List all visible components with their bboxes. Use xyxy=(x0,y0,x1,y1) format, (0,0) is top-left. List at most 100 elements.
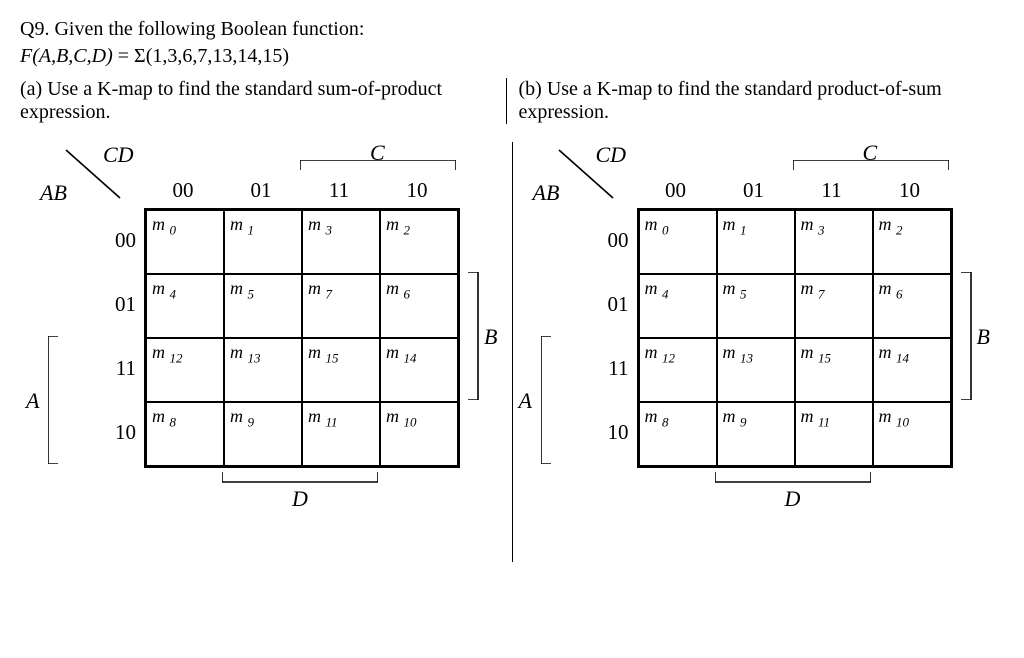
function-args: (1,3,6,7,13,14,15) xyxy=(146,45,289,67)
bracket-a xyxy=(541,336,553,464)
minterm-label: m 11 xyxy=(801,406,831,431)
minterm-label: m 6 xyxy=(386,278,410,303)
kmap-cell: m 0 xyxy=(146,210,224,274)
minterm-label: m 15 xyxy=(308,342,339,367)
minterm-label: m 13 xyxy=(230,342,261,367)
kmap-col-header: 01 xyxy=(715,178,793,203)
kmap-b: CDAB0001111000011110m 0m 1m 3m 2m 4m 5m … xyxy=(512,142,1005,562)
kmap-cd-label: CD xyxy=(596,142,627,168)
axis-label-d: D xyxy=(785,486,801,512)
minterm-label: m 1 xyxy=(723,214,747,239)
kmap-cell: m 4 xyxy=(146,274,224,338)
kmap-cell: m 11 xyxy=(302,402,380,466)
minterm-label: m 8 xyxy=(152,406,176,431)
function-definition: F(A,B,C,D) = Σ(1,3,6,7,13,14,15) xyxy=(20,45,1004,68)
kmap-cell: m 15 xyxy=(302,338,380,402)
kmap-col-header: 10 xyxy=(871,178,949,203)
minterm-label: m 7 xyxy=(801,278,825,303)
kmap-cell: m 8 xyxy=(639,402,717,466)
minterm-label: m 1 xyxy=(230,214,254,239)
kmap-row-header: 11 xyxy=(102,336,136,400)
bracket-b xyxy=(468,272,480,400)
kmap-cell: m 6 xyxy=(380,274,458,338)
kmap-row-header: 10 xyxy=(595,400,629,464)
axis-label-b: B xyxy=(977,324,990,350)
kmap-cell: m 0 xyxy=(639,210,717,274)
minterm-label: m 3 xyxy=(308,214,332,239)
kmap-col-header: 11 xyxy=(793,178,871,203)
kmap-col-header: 00 xyxy=(144,178,222,203)
kmap-row-header: 00 xyxy=(595,208,629,272)
minterm-label: m 0 xyxy=(645,214,669,239)
kmap-cell: m 6 xyxy=(873,274,951,338)
part-b-text: (b) Use a K-map to find the standard pro… xyxy=(506,78,1005,124)
kmap-ab-label: AB xyxy=(40,180,67,206)
function-eq: = xyxy=(113,45,134,67)
minterm-label: m 2 xyxy=(386,214,410,239)
function-lhs: F(A,B,C,D) xyxy=(20,45,113,67)
kmap-cell: m 4 xyxy=(639,274,717,338)
kmap-cell: m 9 xyxy=(224,402,302,466)
question-text: Q9. Given the following Boolean function… xyxy=(20,18,1004,41)
minterm-label: m 15 xyxy=(801,342,832,367)
minterm-label: m 5 xyxy=(230,278,254,303)
minterm-label: m 8 xyxy=(645,406,669,431)
minterm-label: m 6 xyxy=(879,278,903,303)
kmap-ab-label: AB xyxy=(533,180,560,206)
kmap-cell: m 1 xyxy=(717,210,795,274)
bracket-d xyxy=(222,472,378,484)
axis-label-c: C xyxy=(370,140,385,166)
kmap-row-header: 11 xyxy=(595,336,629,400)
minterm-label: m 9 xyxy=(723,406,747,431)
kmap-cell: m 10 xyxy=(380,402,458,466)
kmap-cell: m 15 xyxy=(795,338,873,402)
kmap-cell: m 8 xyxy=(146,402,224,466)
kmap-col-header: 00 xyxy=(637,178,715,203)
kmap-cell: m 11 xyxy=(795,402,873,466)
kmap-cell: m 7 xyxy=(795,274,873,338)
kmap-a: CDAB0001111000011110m 0m 1m 3m 2m 4m 5m … xyxy=(20,142,512,562)
axis-label-a: A xyxy=(519,388,532,414)
kmap-row-header: 10 xyxy=(102,400,136,464)
kmap-cell: m 7 xyxy=(302,274,380,338)
kmap-cell: m 3 xyxy=(795,210,873,274)
kmap-col-header: 10 xyxy=(378,178,456,203)
kmap-col-headers: 00011110 xyxy=(637,178,949,203)
minterm-label: m 10 xyxy=(386,406,417,431)
kmap-col-headers: 00011110 xyxy=(144,178,456,203)
minterm-label: m 5 xyxy=(723,278,747,303)
minterm-label: m 13 xyxy=(723,342,754,367)
minterm-label: m 14 xyxy=(879,342,910,367)
bracket-a xyxy=(48,336,60,464)
axis-label-d: D xyxy=(292,486,308,512)
kmap-row-header: 01 xyxy=(595,272,629,336)
kmap-cell: m 5 xyxy=(717,274,795,338)
bracket-d xyxy=(715,472,871,484)
kmap-cd-label: CD xyxy=(103,142,134,168)
kmap-grid: m 0m 1m 3m 2m 4m 5m 7m 6m 12m 13m 15m 14… xyxy=(144,208,460,468)
minterm-label: m 7 xyxy=(308,278,332,303)
sigma-symbol: Σ xyxy=(134,45,146,67)
minterm-label: m 4 xyxy=(645,278,669,303)
kmap-cell: m 14 xyxy=(873,338,951,402)
kmap-col-header: 11 xyxy=(300,178,378,203)
minterm-label: m 14 xyxy=(386,342,417,367)
kmap-row-headers: 00011110 xyxy=(102,208,136,464)
kmap-cell: m 12 xyxy=(639,338,717,402)
minterm-label: m 0 xyxy=(152,214,176,239)
kmap-col-header: 01 xyxy=(222,178,300,203)
kmap-cell: m 13 xyxy=(224,338,302,402)
kmap-cell: m 2 xyxy=(380,210,458,274)
kmap-row-header: 01 xyxy=(102,272,136,336)
minterm-label: m 2 xyxy=(879,214,903,239)
kmap-cell: m 9 xyxy=(717,402,795,466)
parts-row: (a) Use a K-map to find the standard sum… xyxy=(20,78,1004,124)
kmap-cell: m 2 xyxy=(873,210,951,274)
kmap-cell: m 1 xyxy=(224,210,302,274)
minterm-label: m 4 xyxy=(152,278,176,303)
axis-label-b: B xyxy=(484,324,497,350)
kmap-cell: m 5 xyxy=(224,274,302,338)
minterm-label: m 3 xyxy=(801,214,825,239)
axis-label-c: C xyxy=(863,140,878,166)
kmap-cell: m 13 xyxy=(717,338,795,402)
